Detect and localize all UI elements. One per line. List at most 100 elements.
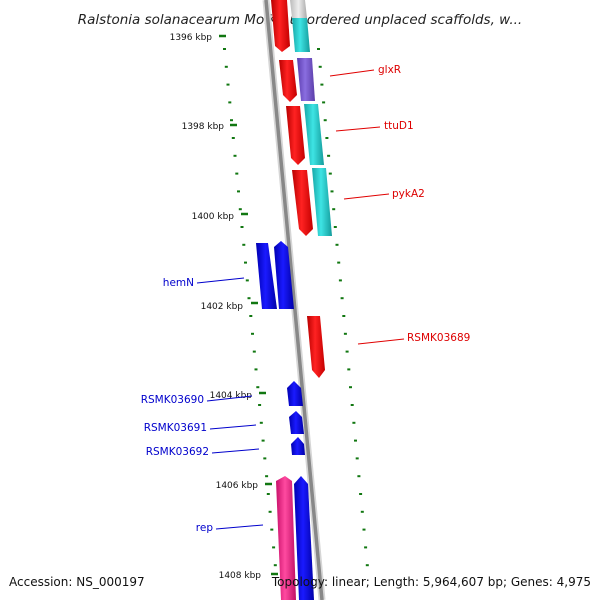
scale-dot [347,368,351,371]
scale-dot [360,510,364,513]
scale-dot [249,315,253,317]
scale-dot [240,226,244,228]
scale-dot [323,119,327,122]
tick-label: 1398 kbp [182,122,225,132]
scale-dot [247,297,251,300]
gene-red-top [271,0,290,52]
scale-dot [342,315,346,317]
label-rep[interactable]: rep [196,522,214,534]
scale-dot [251,332,254,335]
gene-RSMK03692 [291,437,305,455]
scale-dot [273,564,277,567]
gene-glxR-purple [297,58,315,101]
label-ttuD1[interactable]: ttuD1 [384,120,414,132]
scale-dot [349,386,352,389]
gene-hemN-1 [256,243,277,309]
scale-dot [242,243,246,246]
scale-dot [364,546,368,549]
gene-hemN-2 [274,241,294,309]
gene-RSMK03690 [287,381,303,406]
scale-dot [318,65,322,68]
label-RSMK03691[interactable]: RSMK03691 [144,422,207,434]
scale-dot [320,83,324,86]
label-RSMK03690[interactable]: RSMK03690 [141,394,204,406]
scale-dot [228,101,232,104]
scale-dot [226,83,230,86]
summary-text: Topology: linear; Length: 5,964,607 bp; … [271,575,591,589]
scale-dot [365,564,369,567]
gene-rep-pink [276,476,296,600]
scale-dot [317,48,320,50]
forward-genes [271,0,332,378]
gene-pykA2-cyan [312,168,332,236]
scale-dot [325,137,329,139]
label-pykA2[interactable]: pykA2 [392,188,425,200]
scale-dot [354,439,357,442]
scale-dots [223,48,369,567]
scale-dot [259,421,263,424]
label-glxR[interactable]: glxR [378,64,401,76]
tick-label: 1402 kbp [201,302,244,312]
accession-text: Accession: NS_000197 [9,575,145,589]
scale-dot [330,190,334,193]
scale-dot [233,154,237,157]
scale-dot [258,404,262,406]
scale-dot [327,154,331,157]
tick-label: 1404 kbp [210,391,253,401]
scale-dot [345,350,349,353]
scale-dot [338,279,342,282]
tick-label: 1400 kbp [192,212,235,222]
tick-label: 1396 kbp [170,33,213,43]
scale-dot [256,386,260,389]
scale-dot [352,421,356,424]
scale-dot [359,493,363,495]
scale-dot [261,439,265,442]
scale-dot [268,510,272,513]
scale-dot [333,226,337,228]
scale-dot [357,475,361,478]
scale-dot [235,172,239,175]
grey-feature-top [290,0,307,18]
label-hemN[interactable]: hemN [163,277,194,289]
scale-dot [266,493,270,495]
scale-dot [362,528,366,531]
scale-dot [322,101,326,104]
ruler: 1396 kbp 1398 kbp 1400 kbp 1402 kbp 1404… [170,33,278,581]
label-RSMK03689[interactable]: RSMK03689 [407,332,470,344]
gene-RSMK03691 [289,411,304,434]
gene-ttuD1-red [286,106,305,165]
gene-ttuD1-cyan [304,104,324,165]
label-RSMK03692[interactable]: RSMK03692 [146,446,209,458]
gene-RSMK03689 [307,316,325,378]
gene-labels: glxR ttuD1 pykA2 RSMK03689 hemN RSMK0369… [141,64,471,534]
scale-dot [270,528,274,531]
scale-dot [252,350,256,353]
scale-dot [230,119,233,122]
reverse-genes [256,241,314,600]
scale-dot [237,190,240,193]
scale-dot [244,261,247,264]
scale-dot [223,48,226,50]
gene-glxR-red [279,60,297,102]
scale-dot [238,208,242,211]
gene-pykA2-red [292,170,313,236]
scale-dot [263,457,267,460]
scale-dot [343,332,347,335]
scale-dot [245,279,249,282]
tick-label: 1408 kbp [219,571,262,581]
gene-rep-blue [294,476,314,600]
scale-dot [355,457,359,460]
gene-cyan-top [292,18,310,52]
tick-label: 1406 kbp [216,481,259,491]
scale-dot [328,172,332,175]
scale-dot [332,208,336,211]
scale-dot [265,475,269,478]
scale-dot [254,368,258,371]
scale-dot [335,243,339,246]
backbone [262,0,326,600]
scale-dot [224,65,228,68]
scale-dot [272,546,276,549]
scale-dot [350,404,354,406]
scale-dot [340,297,344,300]
